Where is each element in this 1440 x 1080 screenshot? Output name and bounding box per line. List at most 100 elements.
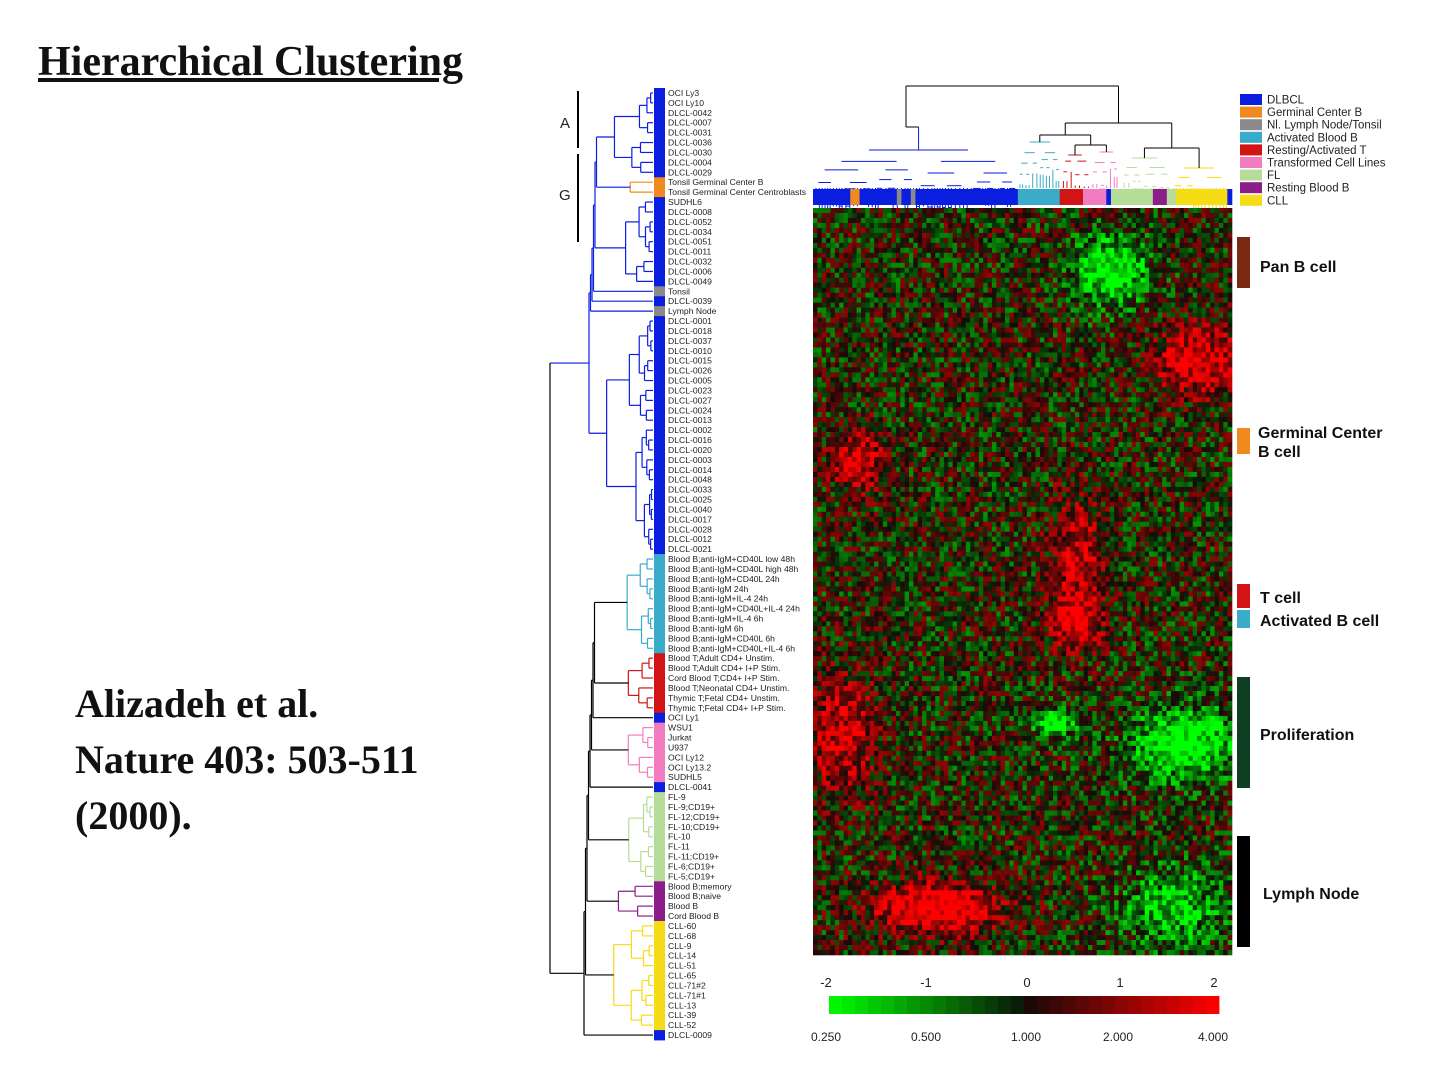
heatmap-cell [878,237,884,244]
heatmap-cell [1035,377,1041,383]
heatmap-cell [1061,362,1067,368]
heatmap-cell [1026,332,1032,338]
heatmap-cell [996,227,1001,234]
heatmap-cell [1018,392,1023,398]
heatmap-cell [1105,387,1111,393]
heatmap-cell [1227,377,1233,383]
heatmap-cell [1214,292,1220,298]
heatmap-cell [887,407,892,413]
heatmap-cell [1039,357,1045,363]
heatmap-cell [1022,267,1028,274]
heatmap-cell [1092,257,1097,264]
heatmap-cell [922,317,927,323]
heatmap-cell [917,367,923,373]
heatmap-cell [1013,337,1019,343]
heatmap-cell [1162,422,1167,428]
heatmap-cell [878,297,884,303]
heatmap-cell [1140,267,1145,274]
heatmap-cell [891,222,897,229]
heatmap-cell [1214,242,1220,249]
heatmap-cell [821,387,827,393]
sample-label: OCI Ly1 [668,713,699,723]
heatmap-cell [983,337,988,343]
heatmap-cell [1087,357,1093,363]
heatmap-cell [839,422,844,428]
heatmap-cell [1210,312,1215,318]
heatmap-cell [1074,247,1080,254]
heatmap-cell [1092,402,1097,408]
heatmap-cell [826,272,831,279]
heatmap-cell [1031,257,1036,264]
heatmap-cell [1114,337,1119,343]
heatmap-cell [1053,282,1058,288]
heatmap-cell [974,407,980,413]
heatmap-cell [1188,262,1194,269]
heatmap-cell [865,367,871,373]
heatmap-cell [1109,272,1115,279]
heatmap-cell [1018,277,1023,283]
heatmap-cell [843,382,849,388]
heatmap-cell [1087,297,1093,303]
heatmap-cell [1079,247,1084,254]
heatmap-cell [1109,322,1115,328]
heatmap-cell [1127,367,1132,373]
top-color-cell [850,189,860,205]
heatmap-cell [1005,267,1010,274]
heatmap-cell [891,277,897,283]
heatmap-cell [900,377,905,383]
sample-color-cell [654,236,665,248]
heatmap-cell [1135,352,1141,358]
heatmap-cell [1074,317,1080,323]
heatmap-cell [1048,377,1054,383]
heatmap-cell [1005,327,1010,333]
heatmap-cell [1127,297,1132,303]
heatmap-cell [987,352,993,358]
heatmap-cell [847,237,853,244]
heatmap-cell [891,242,897,249]
heatmap-cell [1053,208,1058,214]
heatmap-cell [1009,232,1015,239]
heatmap-cell [1114,342,1119,348]
heatmap-cell [1114,232,1119,239]
heatmap-cell [930,347,936,353]
heatmap-cell [1000,372,1006,378]
heatmap-cell [821,272,827,279]
heatmap-cell [1044,372,1049,378]
heatmap-cell [1127,242,1132,249]
heatmap-cell [1162,242,1167,249]
heatmap-cell [983,322,988,328]
heatmap-cell [1223,407,1228,413]
heatmap-cell [974,277,980,283]
heatmap-cell [926,307,932,313]
heatmap-cell [948,392,953,398]
heatmap-cell [813,292,818,298]
heatmap-cell [1101,292,1106,298]
heatmap-cell [1179,402,1185,408]
heatmap-cell [817,372,823,378]
heatmap-cell [869,427,875,433]
heatmap-cell [1175,232,1180,239]
heatmap-cell [1149,247,1154,254]
heatmap-cell [913,312,919,318]
heatmap-cell [935,407,940,413]
heatmap-cell [1009,287,1015,293]
heatmap-cell [1210,322,1215,328]
heatmap-cell [1218,417,1224,423]
heatmap-cell [1087,222,1093,229]
heatmap-cell [987,332,993,338]
heatmap-cell [869,407,875,413]
heatmap-cell [1183,382,1189,388]
heatmap-cell [1127,397,1132,403]
heatmap-cell [1074,327,1080,333]
heatmap-cell [821,327,827,333]
heatmap-cell [813,232,818,239]
heatmap-cell [1053,297,1058,303]
heatmap-cell [913,232,919,239]
heatmap-cell [943,247,949,254]
heatmap-cell [1227,322,1233,328]
heatmap-cell [1101,242,1106,249]
heatmap-cell [1087,217,1093,224]
sample-color-cell [654,772,665,783]
heatmap-cell [917,352,923,358]
heatmap-cell [895,372,901,378]
